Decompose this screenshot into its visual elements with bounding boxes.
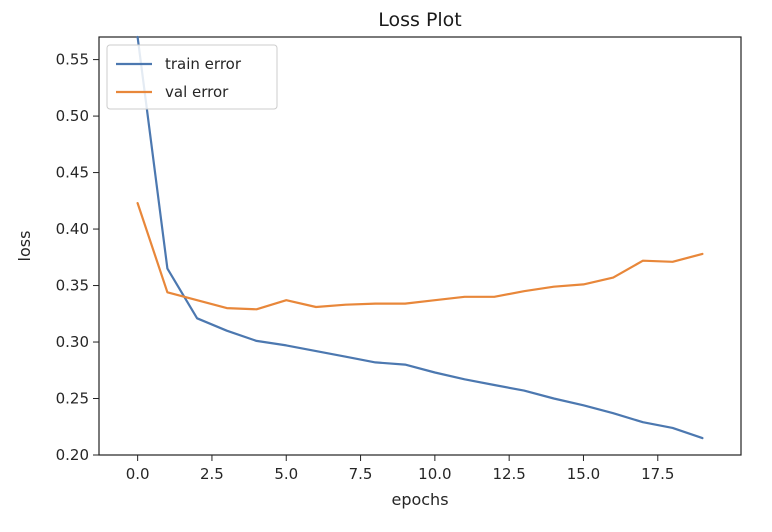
x-tick-label: 7.5 xyxy=(349,465,373,483)
x-tick-label: 12.5 xyxy=(492,465,525,483)
chart-title: Loss Plot xyxy=(378,9,462,31)
y-tick-label: 0.40 xyxy=(56,220,89,238)
x-tick-label: 0.0 xyxy=(126,465,150,483)
legend-label: train error xyxy=(165,55,242,73)
series-lines xyxy=(136,35,704,440)
x-tick-label: 10.0 xyxy=(418,465,451,483)
legend-label: val error xyxy=(165,83,229,101)
series-line-val-error xyxy=(136,202,704,311)
y-tick-label: 0.25 xyxy=(56,390,89,408)
plot-area-frame xyxy=(98,36,742,456)
y-axis: 0.20 0.25 0.30 0.35 0.40 0.45 0.50 0.55 xyxy=(56,51,99,464)
y-tick-label: 0.30 xyxy=(56,333,89,351)
x-axis-label: epochs xyxy=(391,490,448,509)
x-tick-label: 2.5 xyxy=(200,465,224,483)
y-axis-label: loss xyxy=(15,231,34,262)
series-line-train-error xyxy=(136,35,704,440)
x-axis: 0.0 2.5 5.0 7.5 10.0 12.5 15.0 17.5 xyxy=(126,455,674,483)
x-tick-label: 17.5 xyxy=(641,465,674,483)
y-tick-label: 0.50 xyxy=(56,107,89,125)
y-tick-label: 0.35 xyxy=(56,277,89,295)
legend: train error val error xyxy=(106,44,278,110)
y-tick-label: 0.45 xyxy=(56,164,89,182)
x-tick-label: 15.0 xyxy=(567,465,600,483)
x-tick-label: 5.0 xyxy=(274,465,298,483)
y-tick-label: 0.55 xyxy=(56,51,89,69)
y-tick-label: 0.20 xyxy=(56,446,89,464)
